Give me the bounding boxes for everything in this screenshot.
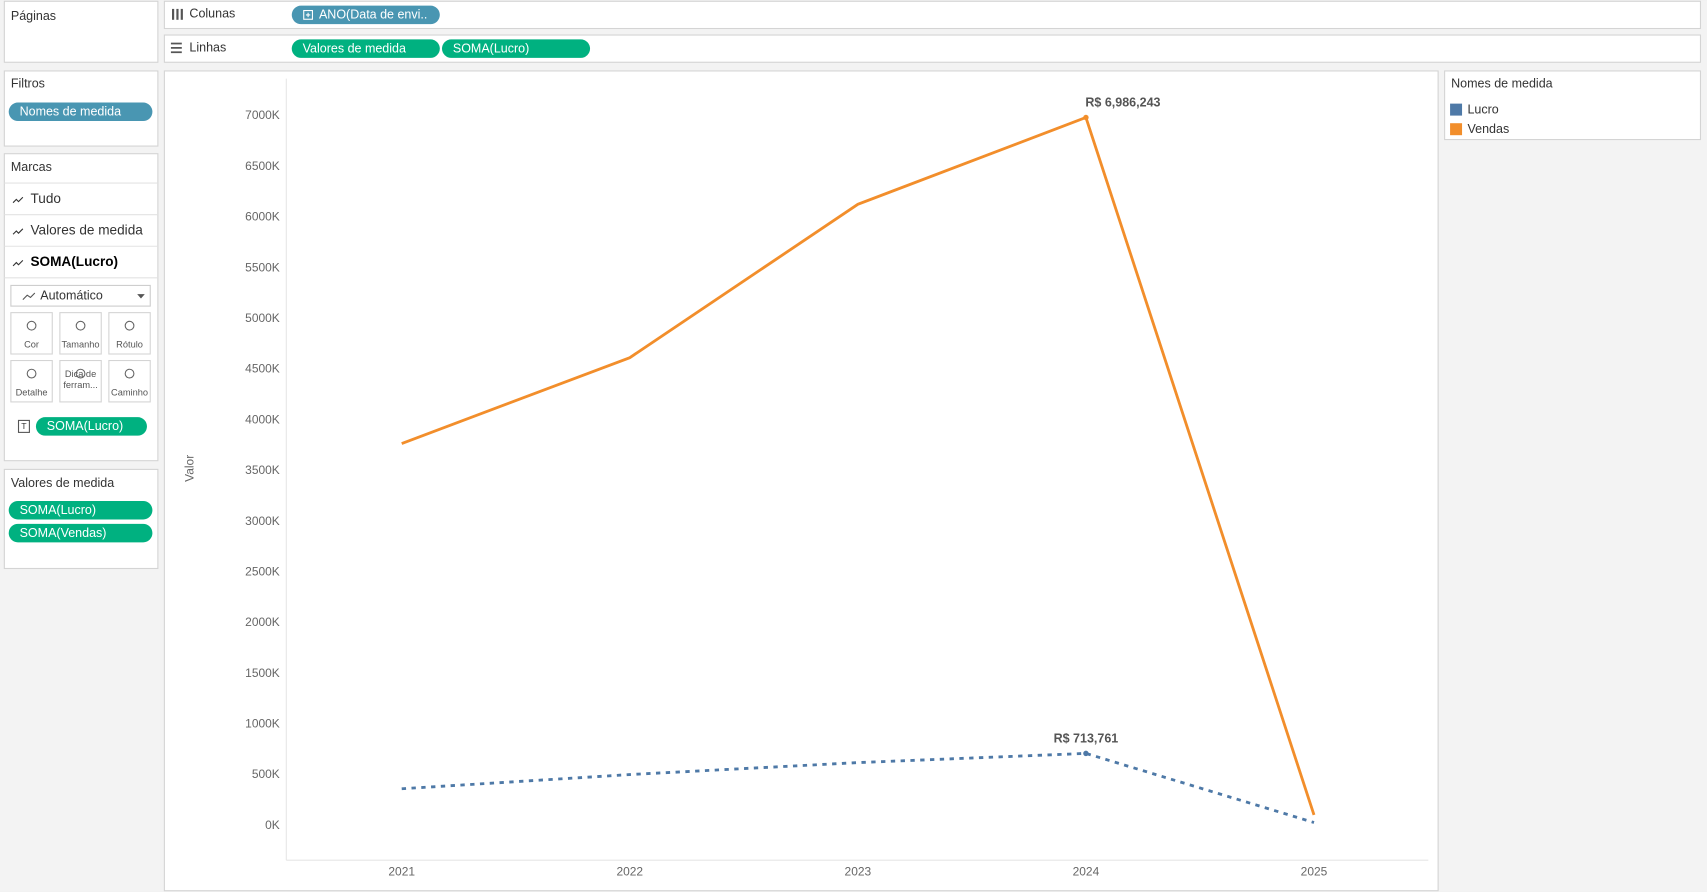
legend	[1444, 70, 1702, 141]
rows-icon	[170, 42, 182, 54]
marks-button-label: Cor	[24, 340, 39, 350]
filters-title: Filtros	[11, 76, 45, 90]
marks-button[interactable]	[108, 359, 151, 403]
marks-button-label: Detalhe	[16, 388, 48, 398]
marks-button-label: ferram...	[63, 380, 97, 390]
x-tick-label: 2023	[845, 864, 872, 878]
y-tick-label: 3000K	[245, 514, 280, 528]
measure-pill[interactable]	[8, 523, 153, 543]
value-label: R$ 713,761	[1054, 732, 1119, 746]
marks-button-icon	[124, 320, 135, 331]
columns-icon	[172, 8, 183, 20]
x-tick-label: 2025	[1301, 864, 1328, 878]
marks-button-icon	[75, 320, 86, 331]
mark-type: Automático	[40, 289, 103, 303]
marks-button[interactable]	[108, 312, 151, 355]
marks-button[interactable]	[59, 359, 102, 403]
pages-title: Páginas	[11, 9, 56, 23]
marks-button[interactable]	[10, 359, 53, 403]
x-tick-label: 2021	[388, 864, 415, 878]
y-tick-label: 4000K	[245, 412, 280, 426]
y-tick-label: 1500K	[245, 666, 280, 680]
measure-pill-text: SOMA(Lucro)	[20, 503, 96, 517]
dropdown-arrow	[137, 294, 145, 299]
marks-card[interactable]: Tudo	[30, 191, 60, 206]
column-pill-text: ANO(Data de envi..	[319, 8, 427, 22]
series-line	[401, 751, 1315, 824]
label-pill-text: SOMA(Lucro)	[47, 419, 123, 433]
legend-title: Nomes de medida	[1451, 76, 1552, 90]
card-icon	[12, 260, 24, 267]
pill-expand-plus	[305, 12, 311, 18]
series-line	[401, 115, 1316, 816]
pill-expand-icon	[303, 9, 313, 20]
marks-button-icon	[124, 368, 135, 379]
mark-type-dropdown[interactable]	[10, 284, 151, 307]
marks-panel	[3, 153, 159, 462]
marks-button-label: Dica de	[65, 369, 96, 379]
chart-pane	[163, 70, 1439, 892]
y-tick-label: 0K	[265, 818, 280, 832]
y-tick-label: 5500K	[245, 260, 280, 274]
y-tick-label: 3500K	[245, 463, 280, 477]
pages-panel	[3, 0, 159, 63]
card-icon	[12, 196, 24, 204]
marks-card[interactable]: Valores de medida	[30, 223, 143, 238]
marks-button-icon	[75, 368, 86, 379]
y-tick-label: 4500K	[245, 362, 280, 376]
y-axis-title: Valor	[183, 455, 197, 482]
marks-title: Marcas	[11, 160, 52, 174]
value-label: R$ 6,986,243	[1085, 96, 1160, 110]
marks-button-icon	[26, 368, 37, 379]
filter-pill-text: Nomes de medida	[20, 105, 121, 119]
legend-swatch	[1450, 123, 1463, 136]
y-tick-label: 6000K	[245, 210, 280, 224]
marks-button-label: Rótulo	[116, 340, 143, 350]
y-tick-label: 1000K	[245, 717, 280, 731]
marks-button-label: Caminho	[111, 388, 148, 398]
marks-button[interactable]	[10, 312, 53, 355]
y-tick-label: 6500K	[245, 159, 280, 173]
y-tick-label: 2500K	[245, 564, 280, 578]
row-pill-text: Valores de medida	[303, 41, 406, 55]
columns-label: Colunas	[189, 7, 235, 21]
x-tick-label: 2024	[1073, 864, 1100, 878]
row-pill[interactable]	[291, 39, 440, 58]
card-icon	[12, 228, 24, 235]
point	[1083, 750, 1089, 757]
measure-values-title: Valores de medida	[11, 476, 114, 490]
y-tick-label: 2000K	[245, 615, 280, 629]
y-tick-label: 500K	[252, 767, 280, 781]
legend-label[interactable]: Vendas	[1467, 122, 1509, 136]
marks-button-label: Tamanho	[62, 340, 100, 350]
measure-pill-text: SOMA(Vendas)	[20, 526, 107, 540]
marks-button-icon	[26, 320, 37, 331]
label-pill[interactable]	[35, 417, 147, 436]
row-pill-text: SOMA(Lucro)	[453, 41, 529, 55]
legend-label[interactable]: Lucro	[1467, 102, 1498, 116]
mark-type-icon	[22, 292, 36, 300]
legend-swatch	[1450, 103, 1463, 116]
marks-card[interactable]: SOMA(Lucro)	[30, 254, 118, 269]
filter-pill[interactable]	[8, 102, 153, 122]
x-tick-label: 2022	[616, 864, 643, 878]
y-tick-label: 7000K	[245, 108, 280, 122]
row-pill[interactable]	[441, 39, 591, 58]
measure-pill[interactable]	[8, 500, 153, 520]
marks-button[interactable]	[59, 312, 102, 355]
point	[1083, 114, 1089, 121]
y-tick-label: 5000K	[245, 311, 280, 325]
column-pill[interactable]	[291, 5, 440, 25]
label-pill-icon	[17, 419, 30, 433]
rows-label: Linhas	[189, 40, 226, 54]
label-pill-icon-t: T	[21, 421, 27, 431]
